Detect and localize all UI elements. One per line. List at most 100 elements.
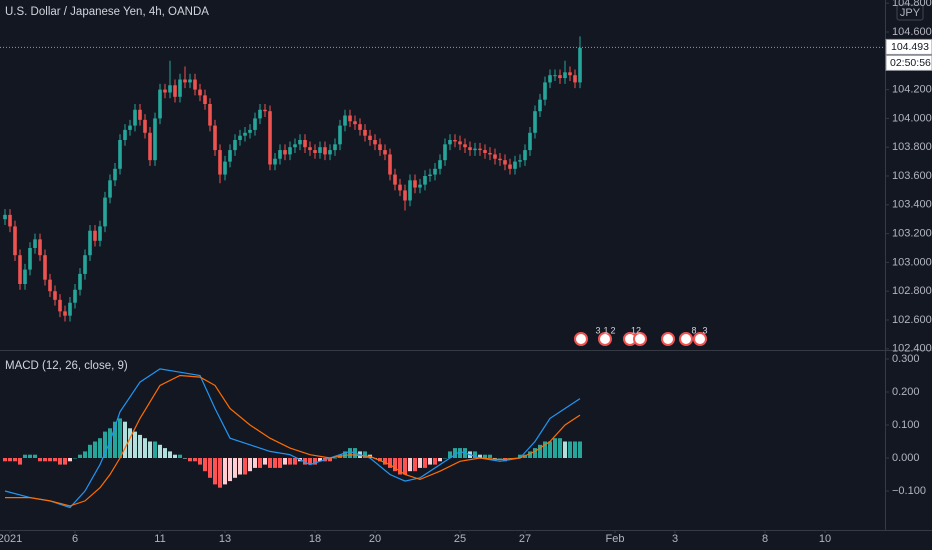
- histogram-bar: [88, 444, 92, 458]
- candle-body: [518, 160, 522, 162]
- histogram-bar: [98, 438, 102, 458]
- x-tick-label: 2021: [0, 533, 22, 545]
- candle-body: [378, 144, 382, 151]
- candle-body: [433, 168, 437, 175]
- x-tick-label: 8: [762, 533, 768, 545]
- candle-body: [208, 104, 212, 126]
- candle-body: [498, 158, 502, 161]
- candle-body: [253, 118, 257, 130]
- histogram-bar: [363, 451, 367, 458]
- histogram-bar: [273, 458, 277, 468]
- event-icon: [693, 332, 707, 346]
- candle-body: [408, 180, 412, 201]
- histogram-bar: [223, 458, 227, 485]
- histogram-bar: [28, 454, 32, 458]
- y-tick-label: −0.100: [892, 485, 926, 497]
- histogram-bar: [268, 458, 272, 468]
- histogram-bar: [443, 458, 447, 459]
- candle-body: [158, 89, 162, 119]
- candle-body: [438, 160, 442, 169]
- last-price-label: 104.493: [891, 41, 929, 53]
- candle-body: [168, 85, 172, 93]
- histogram-bar: [488, 454, 492, 458]
- x-tick-label: 13: [219, 533, 231, 545]
- candle-body: [83, 255, 87, 274]
- candle-body: [308, 147, 312, 151]
- event-icon: [633, 332, 647, 346]
- histogram-bar: [218, 458, 222, 488]
- histogram-bar: [328, 458, 332, 462]
- histogram-bar: [178, 454, 182, 458]
- histogram-bar: [73, 458, 77, 459]
- candle-body: [48, 279, 52, 292]
- histogram-bar: [148, 441, 152, 458]
- candle-body: [318, 147, 322, 153]
- histogram-bar: [418, 458, 422, 468]
- histogram-bar: [553, 438, 557, 458]
- event-icon: [661, 332, 675, 346]
- candle-body: [423, 176, 427, 185]
- histogram-bar: [108, 428, 112, 458]
- histogram-bar: [43, 458, 47, 462]
- histogram-bar: [388, 458, 392, 468]
- candle-body: [323, 147, 327, 155]
- event-icon: [598, 332, 612, 346]
- histogram-bar: [578, 441, 582, 458]
- candles: [3, 36, 582, 322]
- y-tick-label: 102.600: [892, 314, 932, 326]
- histogram-bar: [378, 458, 382, 462]
- y-tick-label: 102.800: [892, 285, 932, 297]
- histogram-bar: [83, 451, 87, 458]
- candle-body: [103, 197, 107, 227]
- candle-body: [563, 72, 567, 79]
- countdown-box: [885, 54, 932, 71]
- histogram-bar: [398, 458, 402, 475]
- histogram-bar: [243, 458, 247, 475]
- candle-body: [398, 184, 402, 191]
- currency-label[interactable]: JPY: [900, 7, 921, 19]
- histogram-bar: [3, 458, 7, 462]
- candle-body: [38, 239, 42, 256]
- histogram-bar: [303, 458, 307, 465]
- candle-body: [258, 109, 262, 119]
- candle-body: [338, 125, 342, 145]
- histogram-bar: [478, 454, 482, 458]
- histogram-bar: [48, 458, 52, 462]
- candle-body: [153, 118, 157, 161]
- candle-body: [238, 135, 242, 140]
- candle-body: [88, 230, 92, 256]
- histogram-bar: [318, 458, 322, 462]
- candle-body: [403, 190, 407, 201]
- histogram-bar: [158, 444, 162, 458]
- candle-body: [263, 109, 267, 112]
- candle-body: [418, 184, 422, 188]
- histogram-bar: [558, 438, 562, 458]
- histogram-bar: [133, 431, 137, 458]
- event-label: 3: [595, 325, 600, 335]
- candle-body: [413, 180, 417, 188]
- histogram-bar: [313, 458, 317, 465]
- histogram-bar: [518, 454, 522, 458]
- histogram-bar: [168, 451, 172, 458]
- macd-line: [5, 374, 581, 507]
- candle-body: [163, 89, 167, 93]
- histogram-bar: [538, 444, 542, 458]
- candle-body: [188, 79, 192, 83]
- candle-body: [203, 95, 207, 104]
- histogram-bar: [543, 441, 547, 458]
- currency-box[interactable]: [896, 4, 924, 21]
- histogram-bar: [173, 454, 177, 458]
- candle-body: [118, 140, 122, 169]
- histogram-bar: [458, 448, 462, 458]
- candle-body: [573, 75, 577, 83]
- candle-body: [553, 75, 557, 77]
- histogram-bar: [288, 458, 292, 465]
- y-tick-label: 103.600: [892, 170, 932, 182]
- candle-body: [123, 129, 127, 140]
- histogram-bar: [533, 448, 537, 458]
- candle-body: [273, 158, 277, 165]
- histogram-bar: [38, 458, 42, 462]
- y-tick-label: 103.800: [892, 141, 932, 153]
- candle-body: [278, 150, 282, 159]
